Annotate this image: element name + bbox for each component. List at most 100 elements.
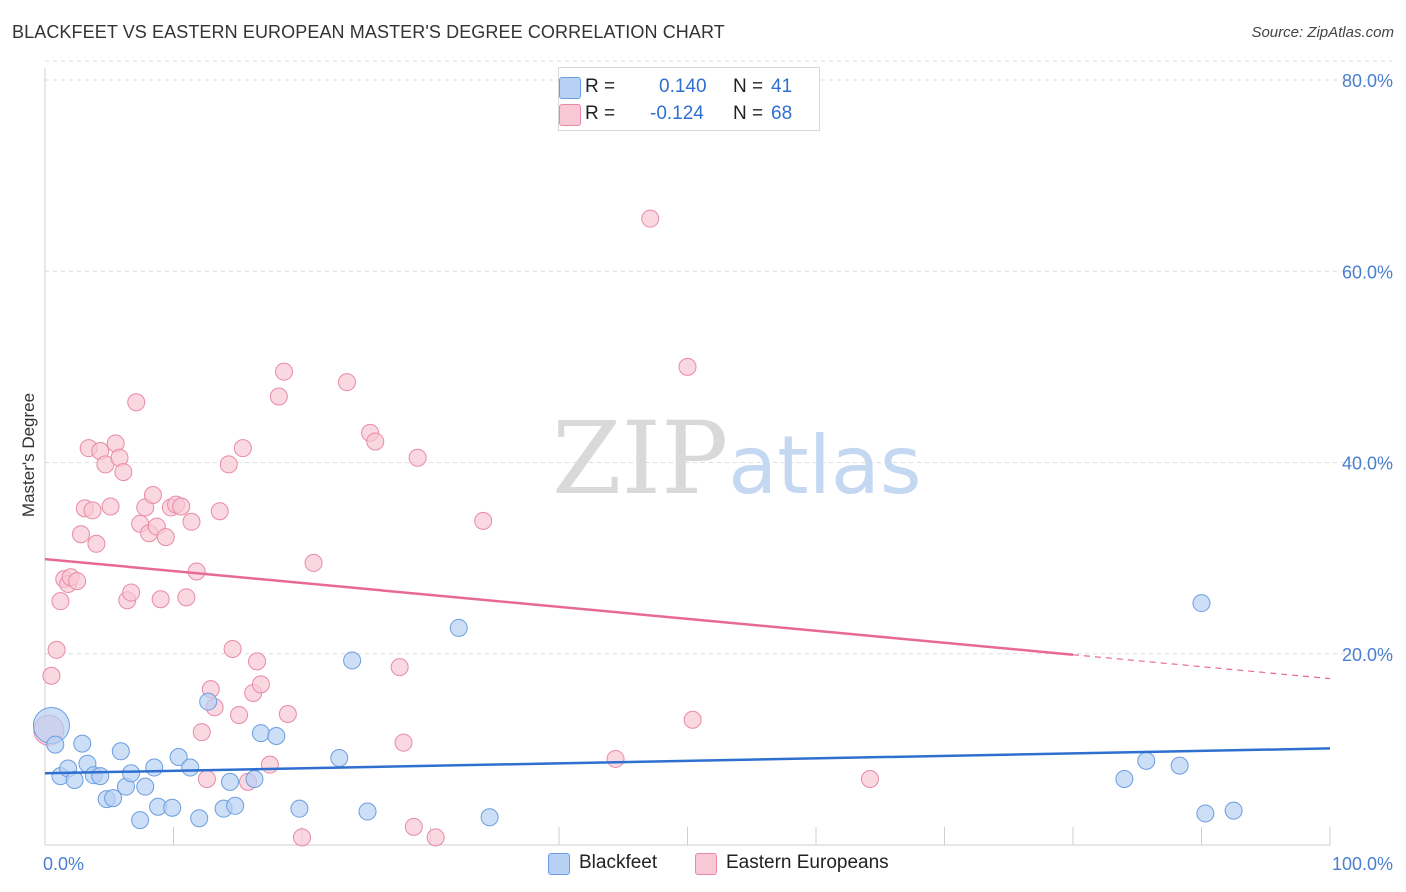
blackfeet-point xyxy=(245,770,264,789)
blackfeet-point xyxy=(199,692,218,711)
eastern-europeans-point xyxy=(223,639,242,658)
eastern-europeans-point xyxy=(304,553,323,572)
eastern-europeans-point xyxy=(408,448,427,467)
eastern-europeans-point xyxy=(114,463,133,482)
eastern-europeans-point xyxy=(219,455,238,474)
eastern-europeans-point xyxy=(127,393,146,412)
eastern-europeans-point xyxy=(233,439,252,458)
correlation-legend: R = 0.140 N = 41 R = -0.124 N = 68 xyxy=(558,67,820,131)
eastern-europeans-n-value: 68 xyxy=(771,103,793,124)
eastern-europeans-point xyxy=(87,534,106,553)
blackfeet-r-value: 0.140 xyxy=(659,76,707,97)
blackfeet-point xyxy=(1170,756,1189,775)
blackfeet-point xyxy=(226,796,245,815)
eastern-europeans-point xyxy=(151,590,170,609)
eastern-europeans-point xyxy=(177,588,196,607)
y-tick-label: 40.0% xyxy=(1342,454,1393,474)
x-tick-label-max: 100.0% xyxy=(1332,854,1393,874)
blackfeet-point xyxy=(251,724,270,743)
y-tick-label: 60.0% xyxy=(1342,262,1393,282)
eastern-europeans-point xyxy=(860,770,879,789)
blackfeet-point xyxy=(122,764,141,783)
blackfeet-point xyxy=(131,811,150,830)
eastern-europeans-point xyxy=(275,362,294,381)
source-credit: Source: ZipAtlas.com xyxy=(1251,24,1394,41)
blackfeet-trend-line xyxy=(44,747,1331,775)
eastern-europeans-point xyxy=(606,749,625,768)
eastern-europeans-point xyxy=(71,525,90,544)
blackfeet-point xyxy=(111,742,130,761)
eastern-europeans-legend-label: Eastern Europeans xyxy=(726,852,889,873)
blackfeet-point xyxy=(46,735,65,754)
eastern-europeans-point xyxy=(474,511,493,530)
eastern-europeans-point xyxy=(260,755,279,774)
blackfeet-point xyxy=(163,798,182,817)
blackfeet-point xyxy=(1224,801,1243,820)
eastern-europeans-point xyxy=(251,675,270,694)
blackfeet-point xyxy=(73,734,92,753)
tick-labels: 20.0% 40.0% 60.0% 80.0% 0.0% 100.0% xyxy=(43,71,1393,874)
blackfeet-point xyxy=(1115,770,1134,789)
r-label: R = xyxy=(585,103,616,124)
eastern-europeans-point xyxy=(394,733,413,752)
blackfeet-point xyxy=(330,748,349,767)
blackfeet-point xyxy=(104,789,123,808)
eastern-europeans-point xyxy=(172,497,191,516)
blackfeet-point xyxy=(1137,751,1156,770)
blackfeet-swatch xyxy=(559,77,581,99)
blackfeet-n-value: 41 xyxy=(771,76,793,97)
eastern-europeans-point xyxy=(42,666,61,685)
eastern-europeans-point xyxy=(143,486,162,505)
eastern-europeans-point xyxy=(404,817,423,836)
eastern-europeans-swatch xyxy=(559,104,581,126)
eastern-europeans-point xyxy=(269,387,288,406)
eastern-europeans-point xyxy=(197,770,216,789)
eastern-europeans-point xyxy=(182,512,201,531)
eastern-europeans-point xyxy=(337,373,356,392)
eastern-europeans-point xyxy=(83,501,102,520)
blackfeet-point xyxy=(181,758,200,777)
blackfeet-point xyxy=(343,651,362,670)
blackfeet-point xyxy=(1192,594,1211,613)
eastern-europeans-r-value: -0.124 xyxy=(650,103,704,124)
eastern-europeans-point xyxy=(68,572,87,591)
blackfeet-point xyxy=(91,767,110,786)
axes xyxy=(44,68,1331,846)
blackfeet-point xyxy=(480,808,499,827)
eastern-europeans-point xyxy=(192,723,211,742)
eastern-europeans-point xyxy=(678,357,697,376)
blackfeet-point xyxy=(190,809,209,828)
eastern-europeans-point xyxy=(248,652,267,671)
eastern-europeans-point xyxy=(122,583,141,602)
blackfeet-point xyxy=(221,772,240,791)
blackfeet-point xyxy=(145,758,164,777)
r-label: R = xyxy=(585,76,616,97)
trend-lines xyxy=(44,557,1331,775)
eastern-europeans-point xyxy=(366,432,385,451)
blackfeet-point xyxy=(1196,804,1215,823)
blackfeet-point xyxy=(358,802,377,821)
eastern-europeans-point xyxy=(47,640,66,659)
chart-title: BLACKFEET VS EASTERN EUROPEAN MASTER'S D… xyxy=(12,22,725,42)
blackfeet-point xyxy=(136,777,155,796)
eastern-europeans-legend-swatch xyxy=(695,853,717,875)
x-tick-label-min: 0.0% xyxy=(43,854,84,874)
eastern-europeans-points xyxy=(33,209,879,847)
eastern-europeans-point xyxy=(230,705,249,724)
eastern-europeans-point xyxy=(51,592,70,611)
blackfeet-point xyxy=(267,726,286,745)
blackfeet-legend-label: Blackfeet xyxy=(579,852,658,873)
y-tick-label: 20.0% xyxy=(1342,645,1393,665)
eastern-europeans-trend-line xyxy=(44,557,1074,656)
blackfeet-points xyxy=(32,594,1243,830)
blackfeet-point xyxy=(169,748,188,767)
y-axis-label: Master's Degree xyxy=(19,393,38,517)
blackfeet-point xyxy=(449,618,468,637)
eastern-europeans-point xyxy=(641,209,660,228)
grid-lines xyxy=(45,60,1392,655)
eastern-europeans-point xyxy=(426,828,445,847)
blackfeet-legend-swatch xyxy=(548,853,570,875)
y-tick-label: 80.0% xyxy=(1342,71,1393,91)
eastern-europeans-point xyxy=(210,502,229,521)
